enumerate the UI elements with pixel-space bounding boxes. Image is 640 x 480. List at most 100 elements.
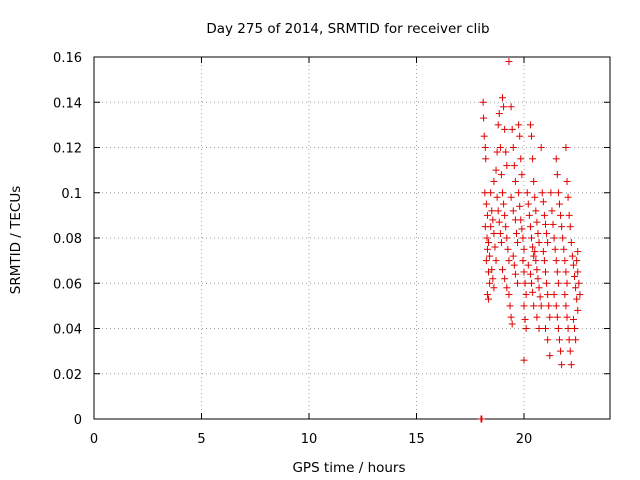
data-point	[503, 234, 511, 242]
data-point	[533, 266, 541, 274]
data-point	[529, 155, 537, 163]
data-point	[499, 94, 506, 102]
data-point	[489, 216, 497, 224]
data-point	[543, 229, 551, 237]
x-tick-label: 20	[516, 432, 533, 447]
data-point	[483, 211, 491, 219]
data-point	[564, 325, 572, 332]
data-point	[548, 207, 556, 215]
data-point	[508, 320, 516, 328]
data-point	[505, 291, 513, 299]
data-point	[553, 171, 561, 179]
data-point	[573, 257, 581, 265]
data-point	[565, 336, 573, 344]
data-point	[572, 336, 580, 344]
data-point	[491, 243, 499, 251]
data-point	[505, 58, 513, 66]
data-point	[517, 216, 525, 224]
data-point	[545, 302, 553, 310]
data-point	[562, 302, 570, 310]
data-point	[511, 270, 519, 278]
data-point	[563, 177, 571, 185]
x-tick-label: 10	[301, 432, 318, 447]
data-point	[531, 193, 539, 201]
data-point	[526, 121, 534, 129]
data-point	[533, 218, 541, 226]
data-point	[515, 189, 523, 197]
data-point	[519, 234, 527, 242]
data-point	[501, 125, 509, 133]
x-tick-labels: 0 5 10 15 20	[90, 432, 532, 447]
data-point	[528, 132, 536, 140]
data-point	[515, 121, 523, 129]
data-point	[549, 220, 557, 228]
data-point	[482, 155, 490, 163]
data-point	[516, 202, 524, 210]
data-point	[523, 189, 531, 197]
data-point	[516, 132, 524, 140]
data-point	[511, 177, 519, 185]
data-point	[502, 148, 510, 156]
data-point	[482, 200, 490, 208]
data-point	[574, 306, 582, 314]
y-tick-label: 0.04	[53, 323, 82, 338]
y-tick-label: 0.08	[53, 232, 82, 247]
data-point	[481, 144, 489, 151]
data-point	[530, 252, 538, 260]
data-point	[558, 223, 566, 231]
y-tick-label: 0.02	[53, 368, 82, 383]
data-point	[534, 275, 542, 283]
data-point	[542, 268, 549, 276]
data-point	[501, 275, 509, 283]
data-point	[538, 189, 546, 197]
data-point	[509, 207, 517, 215]
y-axis-title: SRMTID / TECUs	[8, 186, 24, 294]
data-point	[569, 315, 577, 323]
data-point	[480, 132, 488, 140]
data-point	[529, 288, 537, 296]
data-point	[568, 252, 576, 260]
data-point	[510, 162, 518, 170]
data-point	[555, 336, 563, 344]
data-point	[560, 245, 568, 253]
data-point	[483, 245, 491, 253]
data-point	[530, 302, 538, 310]
data-point	[520, 302, 528, 310]
data-point	[487, 189, 495, 197]
data-point	[567, 361, 575, 369]
data-point	[563, 279, 571, 287]
data-point	[575, 279, 583, 287]
data-point	[559, 234, 567, 242]
data-point	[532, 207, 540, 215]
data-point	[479, 98, 487, 106]
data-point	[551, 245, 559, 253]
data-point	[500, 103, 508, 111]
data-point	[534, 229, 542, 237]
data-point	[496, 229, 504, 237]
data-point	[487, 223, 495, 231]
y-tick-label: 0.12	[53, 142, 82, 157]
data-point	[554, 325, 562, 332]
data-point	[542, 220, 549, 228]
data-point	[493, 148, 501, 156]
data-point	[562, 268, 570, 276]
data-point	[574, 268, 582, 276]
data-points	[477, 58, 584, 423]
data-point	[562, 144, 570, 151]
data-point	[507, 313, 515, 321]
data-point	[544, 291, 552, 299]
data-point	[544, 336, 552, 344]
y-tick-labels: 0 0.02 0.04 0.06 0.08 0.1 0.12 0.14 0.16	[53, 51, 82, 428]
data-point	[483, 291, 491, 299]
data-point	[521, 279, 529, 287]
data-point	[546, 313, 554, 321]
data-point	[514, 279, 522, 287]
data-point	[486, 279, 494, 287]
data-point	[539, 248, 547, 256]
data-point	[500, 200, 508, 208]
data-point	[554, 279, 562, 287]
data-point	[566, 347, 574, 355]
data-point	[528, 234, 536, 242]
data-point	[521, 315, 529, 323]
data-point	[509, 252, 517, 260]
